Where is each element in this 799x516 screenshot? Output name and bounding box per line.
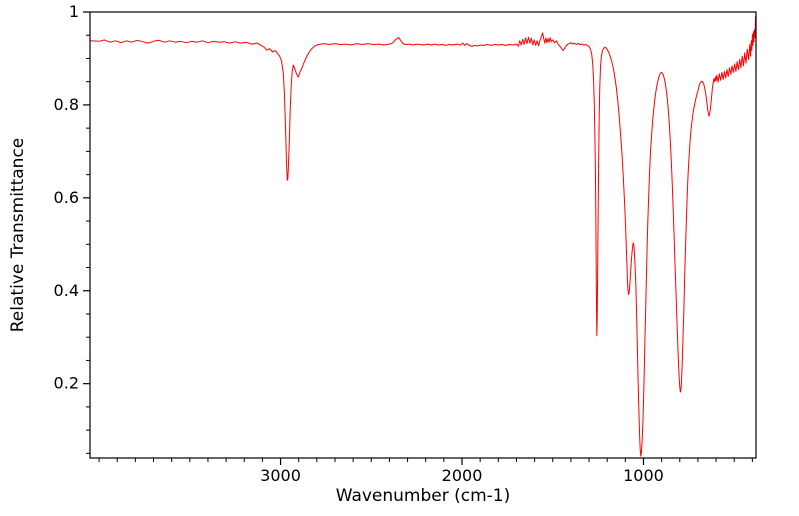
y-tick-label: 1	[69, 2, 79, 21]
y-axis-title: Relative Transmittance	[8, 137, 28, 333]
y-tick-label: 0.8	[54, 95, 79, 114]
spectrum-line	[89, 16, 757, 457]
x-tick-label: 1000	[623, 466, 664, 485]
x-axis-title: Wavenumber (cm-1)	[335, 486, 511, 506]
y-tick-label: 0.2	[54, 374, 79, 393]
y-tick-label: 0.6	[54, 188, 79, 207]
x-tick-label: 2000	[442, 466, 483, 485]
y-tick-label: 0.4	[54, 281, 79, 300]
plot-frame	[89, 11, 757, 459]
x-tick-label: 3000	[260, 466, 301, 485]
